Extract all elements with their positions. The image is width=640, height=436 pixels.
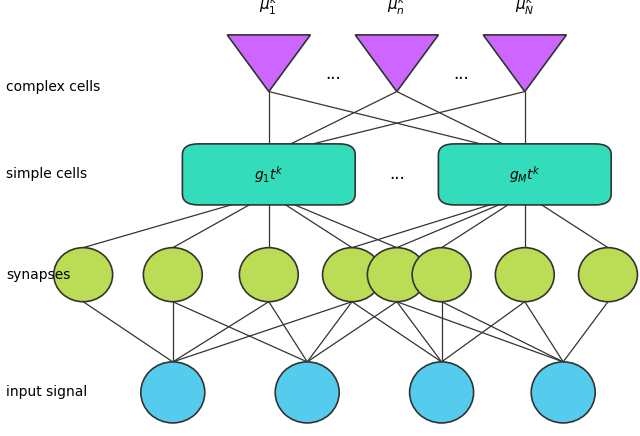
Polygon shape: [483, 35, 566, 92]
Ellipse shape: [141, 362, 205, 423]
Ellipse shape: [54, 248, 113, 302]
Text: simple cells: simple cells: [6, 167, 88, 181]
Text: $g_1 t^k$: $g_1 t^k$: [254, 164, 284, 185]
Ellipse shape: [143, 248, 202, 302]
Ellipse shape: [495, 248, 554, 302]
Text: ...: ...: [325, 65, 340, 83]
Text: $\mu_n^k$: $\mu_n^k$: [387, 0, 406, 17]
Polygon shape: [227, 35, 310, 92]
Text: $\mu_N^k$: $\mu_N^k$: [515, 0, 534, 17]
Ellipse shape: [323, 248, 381, 302]
FancyBboxPatch shape: [182, 144, 355, 205]
Text: ...: ...: [453, 65, 468, 83]
Text: synapses: synapses: [6, 268, 71, 282]
Text: complex cells: complex cells: [6, 80, 100, 94]
Ellipse shape: [367, 248, 426, 302]
Text: $\mu_1^k$: $\mu_1^k$: [259, 0, 278, 17]
Ellipse shape: [531, 362, 595, 423]
Ellipse shape: [579, 248, 637, 302]
Ellipse shape: [275, 362, 339, 423]
Text: input signal: input signal: [6, 385, 88, 399]
Ellipse shape: [412, 248, 471, 302]
Ellipse shape: [410, 362, 474, 423]
Text: ...: ...: [389, 165, 404, 184]
Polygon shape: [355, 35, 438, 92]
FancyBboxPatch shape: [438, 144, 611, 205]
Text: $g_M t^k$: $g_M t^k$: [509, 164, 541, 185]
Ellipse shape: [239, 248, 298, 302]
